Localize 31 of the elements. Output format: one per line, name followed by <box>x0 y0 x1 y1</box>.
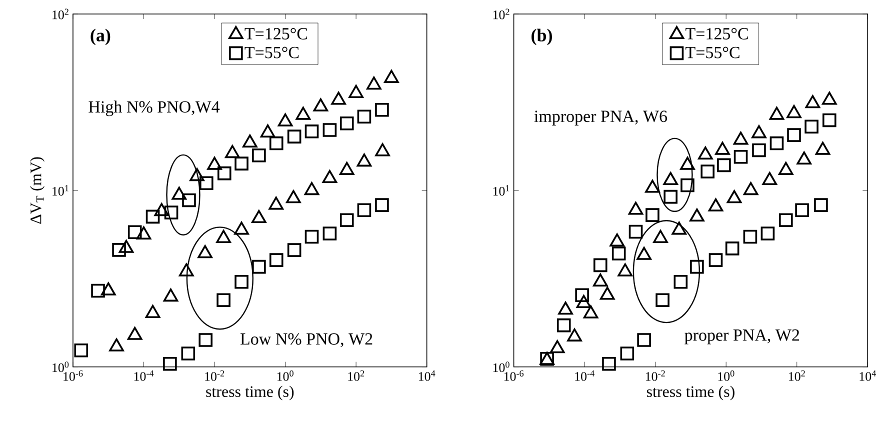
annotation: improper PNA, W6 <box>534 110 668 126</box>
x-tick-label: 10$^{-6}$ <box>504 370 524 381</box>
legend-label: T=125°C <box>244 28 308 40</box>
x-tick-label: 10$^{2}$ <box>788 370 805 381</box>
text: (b) <box>532 28 552 46</box>
x-tick-label: 10$^{0}$ <box>718 370 734 381</box>
x-tick-label: 10$^{2}$ <box>348 370 364 381</box>
legend-label: T=55°C <box>244 46 299 58</box>
y-tick-label: 10$^{0}$ <box>52 362 69 372</box>
y-tick-label: 10$^{2}$ <box>493 8 510 20</box>
x-axis-title: stress time (s) <box>646 386 734 400</box>
y-tick-label: 10$^{1}$ <box>52 185 68 196</box>
x-tick-label: 10$^{-6}$ <box>64 370 83 381</box>
x-tick-label: 10$^{-4}$ <box>575 370 594 381</box>
x-tick-label: 10$^{0}$ <box>277 370 294 381</box>
annotation: High N% PNO,W4 <box>88 100 220 116</box>
y-axis-title: ΔV$_{T}$ (mV) <box>30 157 45 224</box>
annotation: proper PNA, W2 <box>684 330 800 344</box>
annotation: Low N% PNO, W2 <box>240 333 372 348</box>
text: (a) <box>90 28 110 46</box>
y-tick-label: 10$^{1}$ <box>493 185 510 196</box>
x-tick-label: 10$^{-4}$ <box>134 370 154 381</box>
x-tick-label: 10$^{-2}$ <box>646 370 665 381</box>
legend-label: T=125°C <box>686 28 748 40</box>
x-tick-label: 10$^{4}$ <box>418 370 436 381</box>
x-tick-label: 10$^{-2}$ <box>205 370 224 381</box>
legend-label: T=55°C <box>686 46 740 58</box>
y-tick-label: 10$^{2}$ <box>52 8 68 20</box>
y-tick-label: 10$^{0}$ <box>493 362 510 372</box>
x-tick-label: 10$^{4}$ <box>860 370 876 381</box>
x-axis-title: stress time (s) <box>206 386 294 400</box>
